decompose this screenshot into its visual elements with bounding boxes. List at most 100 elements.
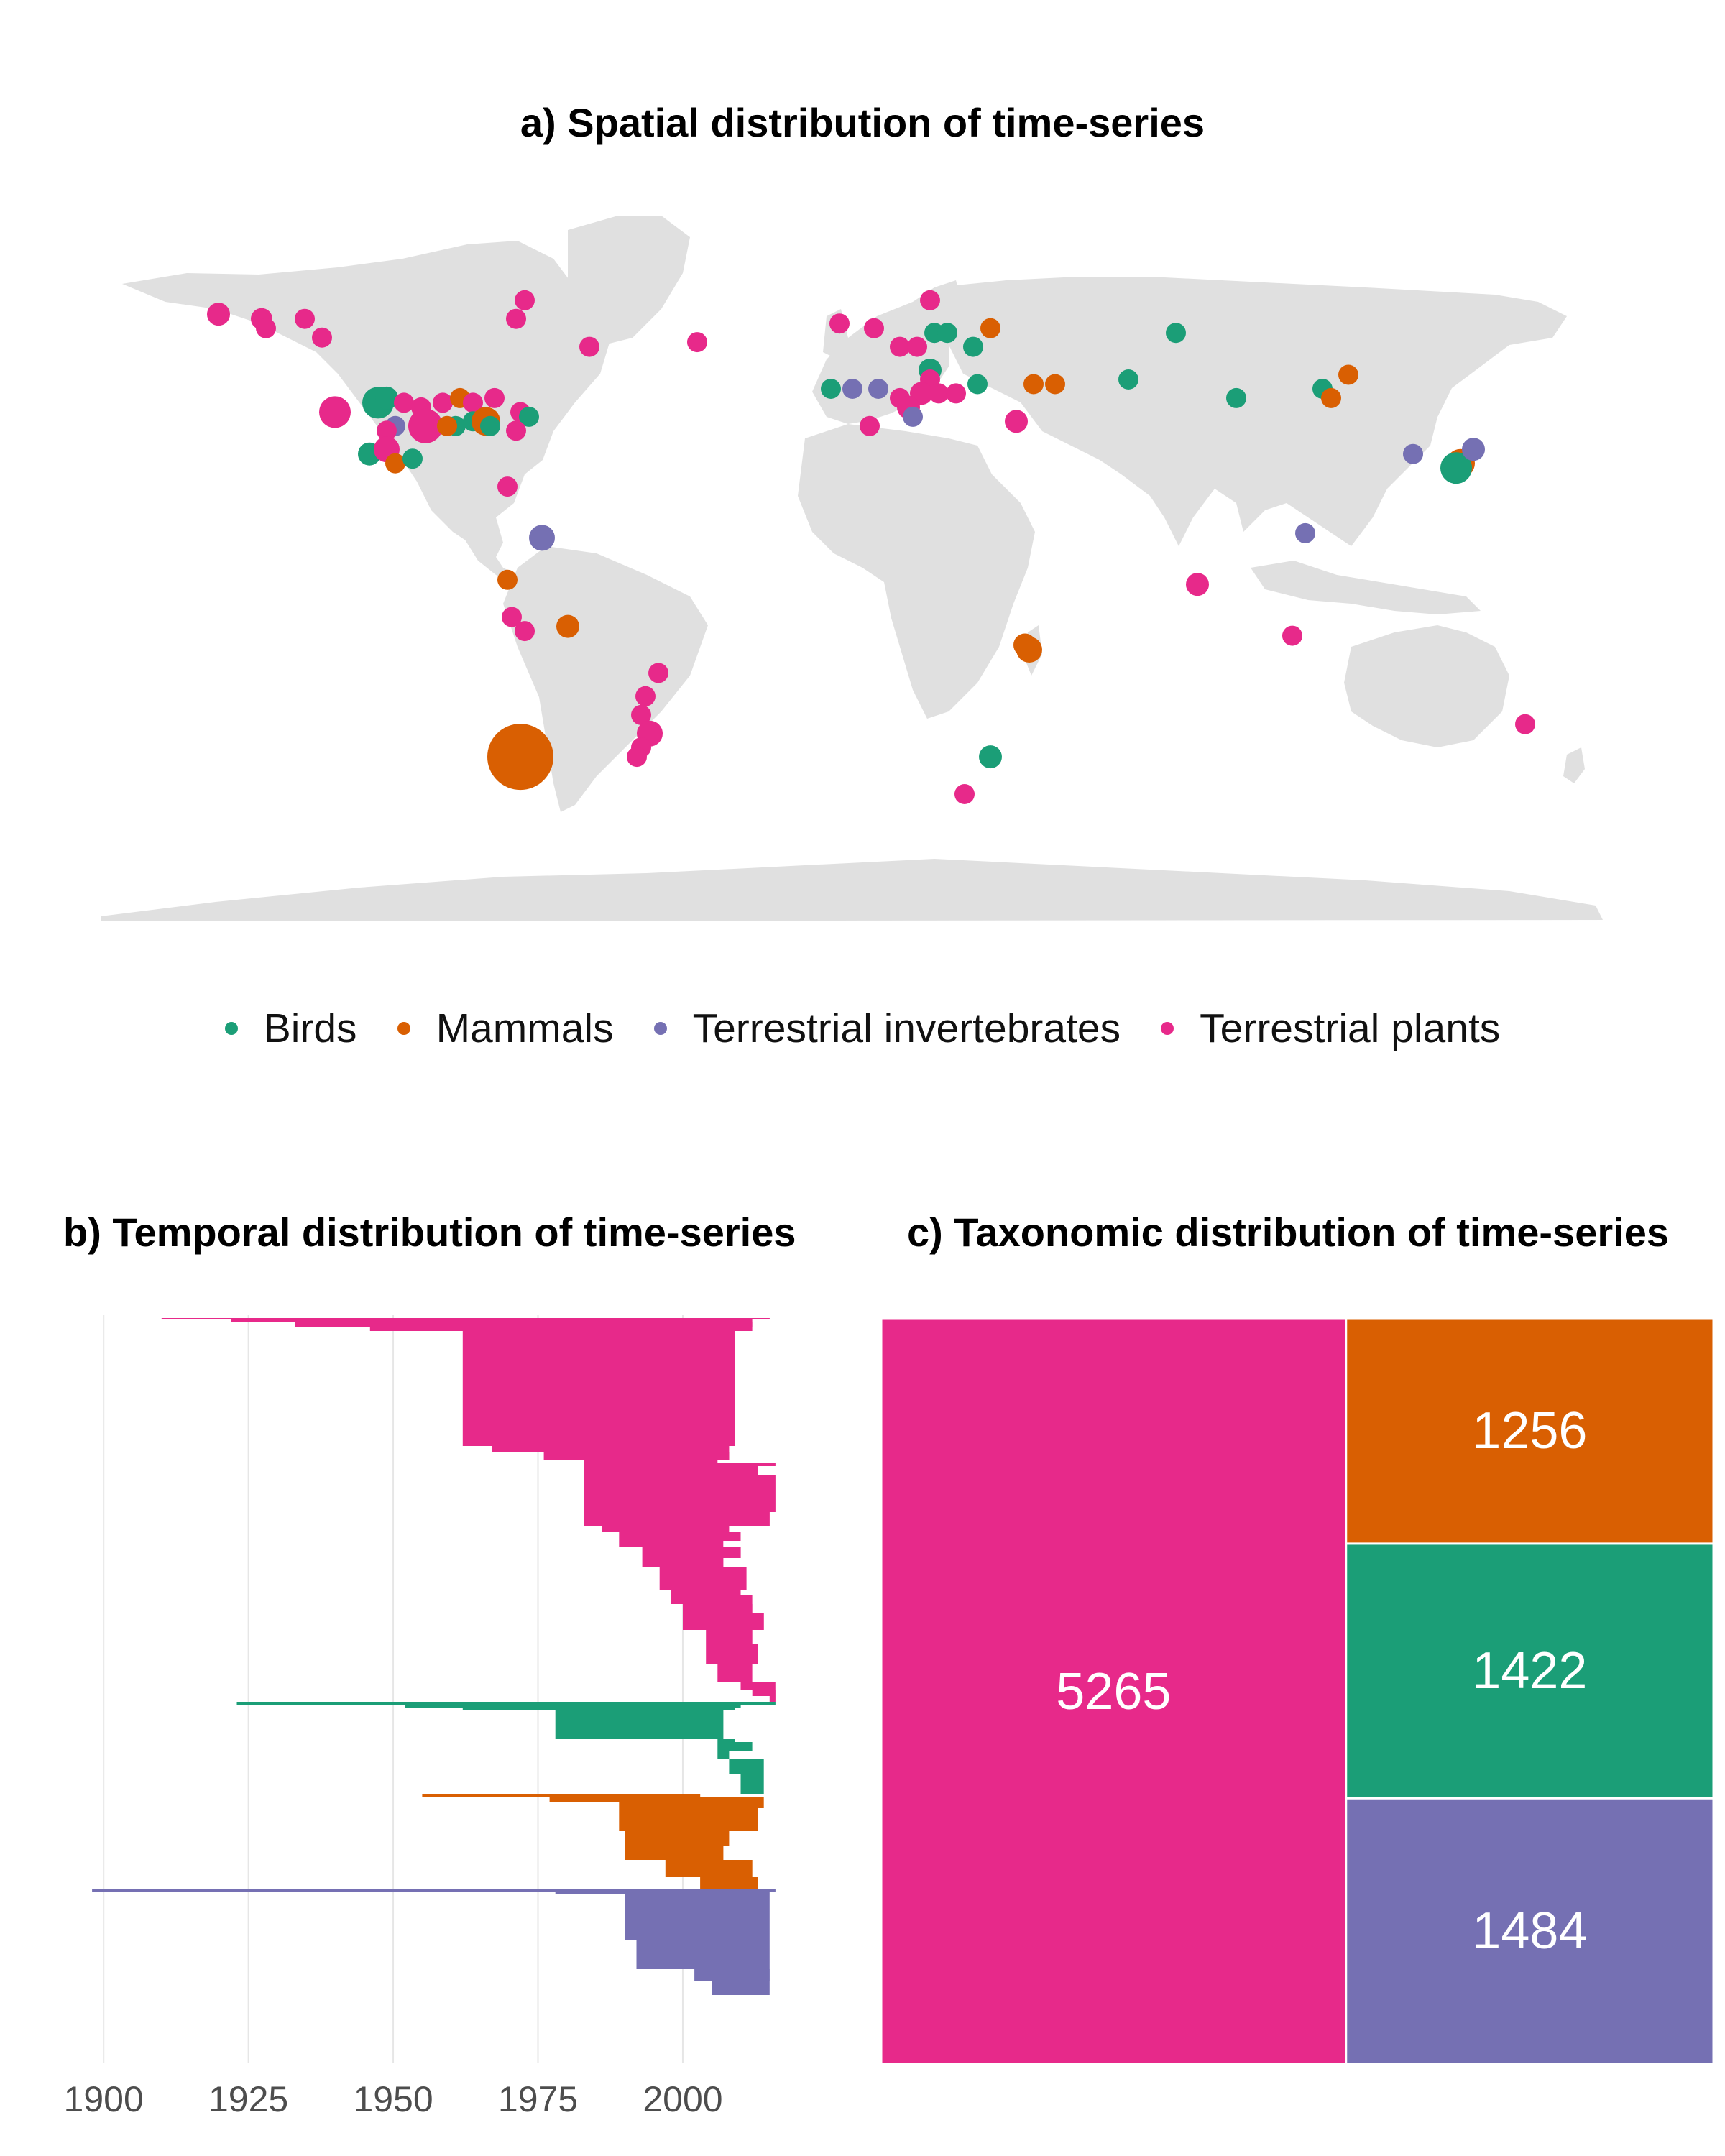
map-point-terrestrial-invertebrates bbox=[529, 525, 555, 551]
legend-item-invertebrates: Terrestrial invertebrates bbox=[653, 1005, 1121, 1052]
map-point-terrestrial-plants bbox=[506, 420, 526, 441]
map-point-terrestrial-plants bbox=[890, 336, 910, 357]
timeseries-bar-terrestrial-plants bbox=[642, 1547, 741, 1558]
x-tick-label-1975: 1975 bbox=[497, 2079, 579, 2119]
timeseries-bar-terrestrial-plants bbox=[584, 1463, 776, 1466]
map-point-terrestrial-plants bbox=[319, 396, 351, 428]
x-tick-label-2000: 2000 bbox=[643, 2079, 723, 2119]
landmass-se-asia-islands bbox=[1251, 561, 1481, 614]
timeseries-bar-mammals bbox=[625, 1831, 730, 1846]
timeseries-bar-terrestrial-plants bbox=[706, 1630, 753, 1644]
map-point-terrestrial-plants bbox=[1515, 714, 1535, 734]
timeseries-bar-terrestrial-plants bbox=[659, 1567, 747, 1590]
timeseries-bar-terrestrial-plants bbox=[671, 1595, 753, 1604]
legend-item-plants: Terrestrial plants bbox=[1161, 1005, 1500, 1052]
map-point-birds bbox=[1226, 387, 1246, 408]
timeseries-bar-birds bbox=[462, 1708, 735, 1710]
map-point-terrestrial-plants bbox=[484, 387, 505, 408]
timeseries-bar-mammals bbox=[700, 1877, 758, 1889]
timeseries-bar-terrestrial-invertebrates bbox=[625, 1894, 770, 1900]
temporal-bars bbox=[92, 1318, 776, 1995]
map-point-birds bbox=[821, 379, 841, 399]
map-point-terrestrial-plants bbox=[515, 290, 535, 310]
world-map bbox=[101, 216, 1603, 921]
timeseries-bar-birds bbox=[555, 1710, 724, 1739]
map-point-terrestrial-plants bbox=[635, 686, 656, 706]
map-point-terrestrial-plants bbox=[463, 392, 483, 413]
map-point-terrestrial-plants bbox=[1282, 625, 1302, 646]
timeseries-bar-birds bbox=[236, 1702, 776, 1705]
timeseries-bar-birds bbox=[405, 1705, 741, 1708]
timeseries-bar-terrestrial-plants bbox=[683, 1604, 753, 1613]
map-point-terrestrial-plants bbox=[829, 313, 850, 334]
map-point-birds bbox=[1118, 369, 1138, 390]
timeseries-bar-terrestrial-plants bbox=[619, 1532, 741, 1541]
timeseries-bar-mammals bbox=[665, 1860, 753, 1877]
map-point-mammals bbox=[1045, 374, 1065, 395]
timeseries-bar-terrestrial-plants bbox=[769, 1696, 776, 1702]
map-point-birds bbox=[1440, 452, 1472, 484]
x-tick-label-1900: 1900 bbox=[63, 2079, 144, 2119]
map-point-terrestrial-plants bbox=[502, 607, 522, 627]
landmass-australia bbox=[1344, 625, 1509, 747]
map-point-mammals bbox=[385, 453, 405, 474]
landmass-south-america bbox=[503, 546, 708, 812]
timeseries-bar-terrestrial-plants bbox=[584, 1475, 776, 1512]
map-point-mammals bbox=[1338, 364, 1358, 385]
map-point-terrestrial-plants bbox=[1186, 573, 1209, 596]
legend-label-plants: Terrestrial plants bbox=[1200, 1005, 1501, 1051]
map-point-birds bbox=[1166, 323, 1186, 344]
timeseries-bar-terrestrial-plants bbox=[492, 1446, 730, 1452]
timeseries-bar-mammals bbox=[625, 1846, 724, 1860]
timeseries-bar-terrestrial-plants bbox=[740, 1682, 776, 1690]
map-point-terrestrial-plants bbox=[497, 476, 518, 497]
map-point-mammals bbox=[1024, 374, 1044, 395]
timeseries-bar-terrestrial-plants bbox=[161, 1318, 770, 1319]
timeseries-bar-terrestrial-plants bbox=[642, 1558, 724, 1567]
legend-swatch-plants bbox=[1161, 1022, 1174, 1035]
timeseries-bar-terrestrial-plants bbox=[231, 1319, 753, 1322]
timeseries-bar-terrestrial-plants bbox=[602, 1526, 730, 1532]
treemap-label-mammals: 1256 bbox=[1472, 1402, 1588, 1460]
treemap-label-terrestrial-invertebrates: 1484 bbox=[1472, 1902, 1588, 1961]
map-point-terrestrial-plants bbox=[1005, 410, 1028, 433]
map-point-mammals bbox=[437, 415, 457, 436]
map-point-terrestrial-plants bbox=[687, 332, 707, 353]
landmass-arctic-islands bbox=[431, 248, 546, 287]
landmass-greenland bbox=[568, 216, 690, 345]
timeseries-bar-birds bbox=[740, 1774, 764, 1794]
timeseries-bar-terrestrial-invertebrates bbox=[555, 1892, 770, 1894]
landmass-japan bbox=[1409, 381, 1445, 446]
timeseries-bar-terrestrial-plants bbox=[683, 1613, 764, 1630]
map-point-birds bbox=[519, 406, 539, 427]
timeseries-bar-terrestrial-plants bbox=[584, 1512, 770, 1515]
map-point-terrestrial-invertebrates bbox=[1295, 522, 1315, 543]
legend-label-birds: Birds bbox=[263, 1005, 357, 1051]
timeseries-bar-birds bbox=[729, 1759, 764, 1774]
map-point-birds bbox=[963, 336, 983, 357]
timeseries-bar-terrestrial-plants bbox=[543, 1452, 730, 1460]
timeseries-bar-mammals bbox=[619, 1802, 764, 1808]
map-point-terrestrial-plants bbox=[631, 704, 651, 725]
map-point-mammals bbox=[1016, 637, 1042, 663]
map-point-terrestrial-plants bbox=[627, 747, 647, 768]
timeseries-bar-birds bbox=[717, 1751, 730, 1759]
timeseries-bar-terrestrial-invertebrates bbox=[636, 1952, 770, 1969]
treemap-label-terrestrial-plants: 5265 bbox=[1056, 1662, 1172, 1720]
land-masses bbox=[101, 216, 1603, 921]
landmass-new-zealand bbox=[1563, 747, 1585, 783]
map-point-terrestrial-plants bbox=[648, 663, 668, 683]
map-point-terrestrial-plants bbox=[907, 336, 927, 357]
temporal-gridlines bbox=[103, 1315, 684, 2063]
timeseries-bar-terrestrial-plants bbox=[295, 1322, 753, 1327]
map-point-terrestrial-plants bbox=[377, 420, 397, 441]
timeseries-bar-terrestrial-plants bbox=[717, 1664, 753, 1682]
timeseries-bar-terrestrial-invertebrates bbox=[712, 1981, 770, 1995]
map-point-mammals bbox=[556, 614, 579, 638]
map-point-terrestrial-plants bbox=[207, 303, 230, 326]
map-point-birds bbox=[937, 323, 957, 344]
timeseries-bar-terrestrial-invertebrates bbox=[92, 1889, 776, 1892]
timeseries-bar-terrestrial-plants bbox=[584, 1466, 758, 1475]
timeseries-bar-mammals bbox=[619, 1808, 758, 1831]
map-point-terrestrial-plants bbox=[864, 318, 884, 338]
